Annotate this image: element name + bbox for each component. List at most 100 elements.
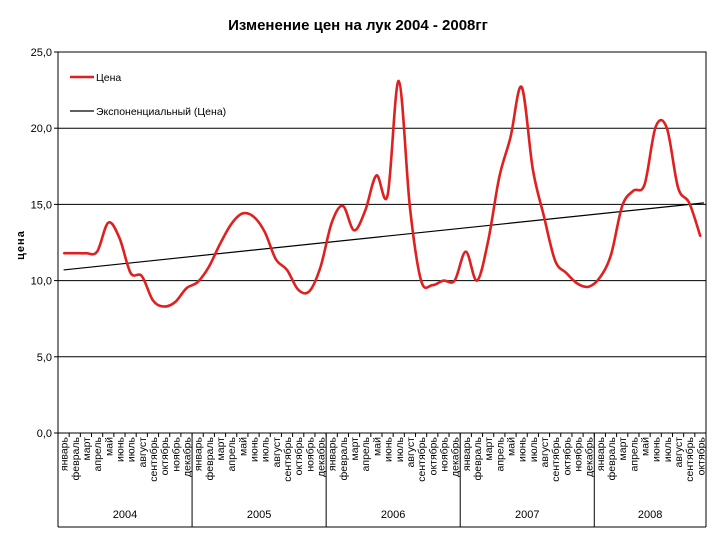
price-point bbox=[342, 205, 344, 207]
x-month-label: январь bbox=[59, 436, 71, 471]
price-point bbox=[85, 252, 87, 254]
price-point bbox=[431, 284, 434, 286]
x-month-label: ноябрь bbox=[573, 436, 585, 471]
price-point bbox=[297, 288, 300, 291]
x-year-label: 2008 bbox=[638, 509, 662, 521]
price-point bbox=[174, 301, 177, 303]
x-month-label: июль bbox=[260, 436, 272, 462]
price-point bbox=[677, 186, 679, 189]
legend-label-trend: Экспоненциальный (Цена) bbox=[96, 106, 226, 118]
trend-line bbox=[63, 202, 705, 271]
y-tick-label: 10,0 bbox=[31, 276, 52, 288]
x-month-label: январь bbox=[193, 436, 205, 471]
x-month-label: июнь bbox=[651, 436, 663, 462]
price-point bbox=[386, 194, 389, 197]
price-point bbox=[208, 266, 210, 268]
price-point bbox=[565, 272, 568, 274]
x-month-label: декабрь bbox=[584, 436, 596, 476]
x-month-label: декабрь bbox=[316, 436, 328, 476]
x-month-label: июнь bbox=[517, 436, 529, 462]
x-year-label: 2004 bbox=[113, 509, 137, 521]
price-point bbox=[632, 189, 635, 192]
price-point bbox=[96, 250, 98, 253]
x-month-label: апрель bbox=[494, 436, 506, 471]
x-month-label: октябрь bbox=[561, 436, 573, 475]
price-point bbox=[308, 290, 311, 293]
price-point bbox=[353, 229, 355, 232]
price-point bbox=[666, 127, 668, 129]
x-month-label: июль bbox=[528, 436, 540, 462]
price-point bbox=[587, 285, 590, 288]
price-point bbox=[453, 279, 456, 282]
price-point bbox=[509, 136, 512, 139]
x-month-label: июнь bbox=[383, 436, 395, 462]
x-month-label: август bbox=[673, 437, 685, 468]
price-point bbox=[330, 221, 333, 224]
price-point bbox=[375, 174, 378, 177]
price-point bbox=[599, 276, 601, 279]
price-point bbox=[498, 176, 501, 178]
x-month-label: июнь bbox=[114, 436, 126, 462]
price-point bbox=[621, 205, 624, 207]
x-month-label: июль bbox=[394, 436, 406, 462]
x-month-label: август bbox=[405, 437, 417, 468]
x-month-label: март bbox=[349, 437, 361, 461]
y-tick-label: 15,0 bbox=[31, 199, 52, 211]
price-point bbox=[476, 279, 478, 282]
x-month-label: сентябрь bbox=[416, 436, 428, 481]
price-point bbox=[140, 275, 143, 277]
x-month-label: ноябрь bbox=[438, 436, 450, 471]
x-month-label: апрель bbox=[628, 436, 640, 471]
price-point bbox=[73, 252, 76, 254]
price-point bbox=[520, 86, 523, 88]
x-month-label: январь bbox=[327, 436, 339, 471]
x-month-label: август bbox=[137, 437, 149, 468]
x-month-label: февраль bbox=[606, 436, 618, 480]
legend-label-price: Цена bbox=[96, 72, 121, 84]
price-point bbox=[196, 281, 199, 283]
x-month-label: февраль bbox=[204, 436, 216, 480]
price-point bbox=[118, 237, 121, 239]
x-month-label: май bbox=[640, 437, 652, 456]
x-month-label: сентябрь bbox=[148, 436, 160, 481]
price-point bbox=[62, 252, 65, 254]
legend-box bbox=[63, 62, 215, 127]
price-point bbox=[241, 212, 244, 215]
x-month-label: ноябрь bbox=[304, 436, 316, 471]
x-month-label: октябрь bbox=[159, 436, 171, 475]
x-month-label: ноябрь bbox=[170, 436, 182, 471]
price-point bbox=[464, 250, 467, 253]
price-point bbox=[397, 80, 400, 82]
x-month-label: февраль bbox=[338, 436, 350, 480]
x-month-label: март bbox=[215, 437, 227, 461]
x-month-label: февраль bbox=[70, 436, 82, 480]
x-month-label: октябрь bbox=[695, 436, 707, 475]
y-axis-label: цена bbox=[15, 230, 27, 260]
x-month-label: декабрь bbox=[181, 436, 193, 476]
x-month-label: январь bbox=[461, 436, 473, 471]
y-tick-label: 20,0 bbox=[31, 123, 52, 135]
price-point bbox=[163, 305, 165, 308]
x-month-label: октябрь bbox=[293, 436, 305, 475]
x-month-label: август bbox=[271, 437, 283, 468]
y-tick-label: 5,0 bbox=[37, 352, 52, 364]
x-month-label: май bbox=[505, 437, 517, 456]
price-point bbox=[420, 279, 422, 282]
x-month-label: август bbox=[539, 437, 551, 468]
x-year-label: 2007 bbox=[515, 509, 539, 521]
price-point bbox=[185, 287, 188, 290]
price-point bbox=[554, 259, 556, 262]
price-point bbox=[107, 221, 110, 224]
x-month-label: июль bbox=[662, 436, 674, 462]
x-month-label: сентябрь bbox=[684, 436, 696, 481]
x-month-label: май bbox=[103, 437, 115, 456]
x-month-label: февраль bbox=[472, 436, 484, 480]
price-point bbox=[263, 231, 266, 233]
price-point bbox=[286, 269, 288, 271]
x-month-label: октябрь bbox=[427, 436, 439, 475]
price-point bbox=[610, 253, 612, 256]
price-point bbox=[543, 215, 545, 218]
price-point bbox=[654, 125, 657, 128]
